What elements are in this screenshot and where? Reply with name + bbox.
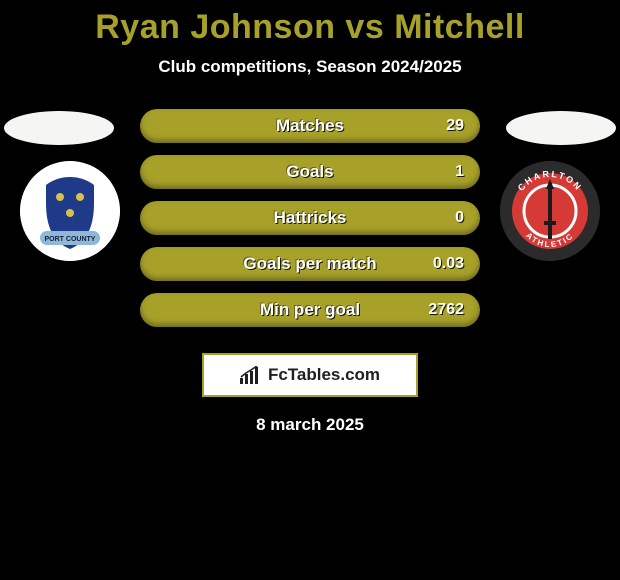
- left-club-crest: PORT COUNTY: [20, 161, 120, 261]
- date-text: 8 march 2025: [0, 415, 620, 435]
- comparison-card: Ryan Johnson vs Mitchell Club competitio…: [0, 0, 620, 580]
- right-player-silhouette: [506, 111, 616, 145]
- stat-label: Matches: [276, 116, 344, 136]
- subtitle: Club competitions, Season 2024/2025: [0, 57, 620, 77]
- stat-value: 1: [455, 163, 464, 181]
- comparison-body: PORT COUNTY CHARLTON ATHLETIC: [0, 105, 620, 325]
- stat-bar: Hattricks 0: [140, 201, 480, 235]
- brand-box[interactable]: FcTables.com: [202, 353, 418, 397]
- bar-chart-icon: [240, 366, 262, 384]
- stat-bar: Goals 1: [140, 155, 480, 189]
- stat-bar: Goals per match 0.03: [140, 247, 480, 281]
- stat-value: 29: [446, 117, 464, 135]
- stat-label: Goals: [286, 162, 333, 182]
- stat-label: Goals per match: [243, 254, 376, 274]
- stat-bar: Min per goal 2762: [140, 293, 480, 327]
- stat-value: 2762: [428, 301, 464, 319]
- page-title: Ryan Johnson vs Mitchell: [0, 8, 620, 47]
- left-crest-label: PORT COUNTY: [45, 236, 96, 243]
- stat-label: Min per goal: [260, 300, 360, 320]
- club-badge-icon: CHARLTON ATHLETIC: [500, 161, 600, 261]
- right-club-crest: CHARLTON ATHLETIC: [500, 161, 600, 261]
- stat-value: 0.03: [433, 255, 464, 273]
- stat-bars: Matches 29 Goals 1 Hattricks 0 Goals per match…: [140, 109, 480, 339]
- stat-bar: Matches 29: [140, 109, 480, 143]
- stat-label: Hattricks: [274, 208, 347, 228]
- left-player-silhouette: [4, 111, 114, 145]
- brand-text: FcTables.com: [268, 365, 380, 385]
- stat-value: 0: [455, 209, 464, 227]
- shield-icon: PORT COUNTY: [20, 161, 120, 261]
